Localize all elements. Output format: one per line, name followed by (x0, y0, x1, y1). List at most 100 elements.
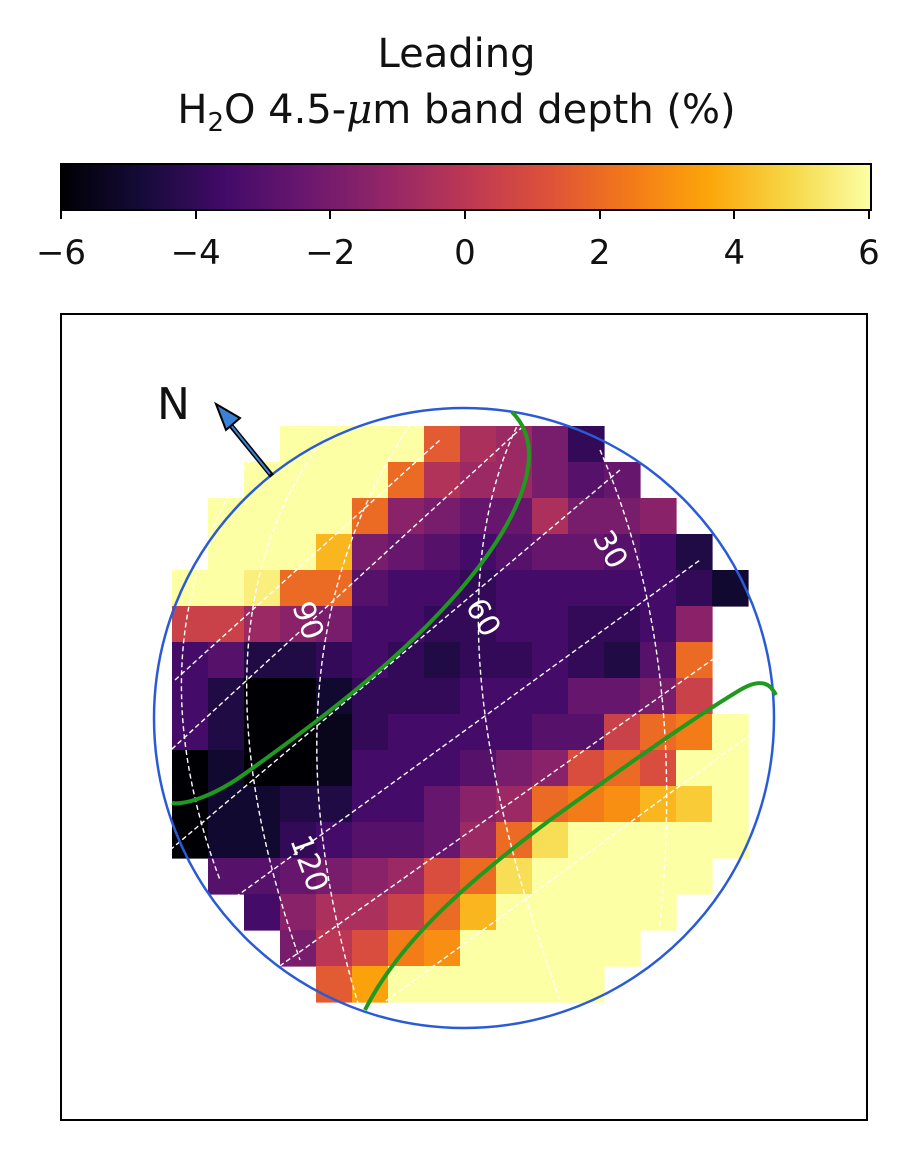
heatmap-cell (532, 606, 569, 643)
heatmap-cell (172, 750, 209, 787)
colorbar-tick (194, 209, 197, 219)
heatmap-cell (532, 786, 569, 823)
heatmap-cell (568, 714, 605, 751)
colorbar-tick-label: −6 (35, 233, 87, 273)
subtitle-rest-2: m band depth (%) (372, 87, 736, 133)
heatmap-cell (316, 966, 353, 1003)
heatmap-cell (352, 858, 389, 895)
heatmap-cell (496, 894, 533, 931)
heatmap-cell (532, 966, 569, 1003)
subtitle-rest-1: O 4.5- (223, 87, 347, 133)
heatmap-cell (352, 606, 389, 643)
colorbar-tick-label: 4 (723, 233, 746, 273)
heatmap-cell (316, 930, 353, 967)
chart-title: Leading (377, 31, 536, 77)
heatmap-cell (280, 642, 317, 679)
heatmap-cell (568, 534, 605, 571)
heatmap-cell (496, 966, 533, 1003)
heatmap-cell (712, 786, 749, 823)
heatmap-cell (496, 570, 533, 607)
heatmap-cell (388, 750, 425, 787)
grid-line (174, 439, 441, 681)
heatmap-cell (388, 894, 425, 931)
heatmap-cell (532, 858, 569, 895)
heatmap-cell (460, 750, 497, 787)
heatmap-cell (532, 570, 569, 607)
heatmap-cell (568, 642, 605, 679)
grid-line (169, 469, 621, 851)
heatmap-cell (352, 930, 389, 967)
heatmap-cell (244, 534, 281, 571)
heatmap-cell (496, 642, 533, 679)
heatmap-cell (676, 786, 713, 823)
heatmap-cell (460, 894, 497, 931)
heatmap-cell (172, 606, 209, 643)
heatmap-cell (388, 966, 425, 1003)
heatmap-cell (316, 498, 353, 535)
heatmap-cell (244, 642, 281, 679)
heatmap-cell (640, 822, 677, 859)
heatmap-cell (532, 534, 569, 571)
heatmap-cell (280, 570, 317, 607)
heatmap-cell (496, 930, 533, 967)
heatmap-cell (280, 786, 317, 823)
heatmap-cell (352, 678, 389, 715)
heatmap-cell (280, 534, 317, 571)
heatmap-cell (568, 570, 605, 607)
heatmap-cell (208, 678, 245, 715)
heatmap-cell (496, 498, 533, 535)
heatmap-cell (568, 426, 605, 463)
heatmap-cell (460, 426, 497, 463)
grid-line (316, 409, 421, 1011)
heatmap-cell (460, 462, 497, 499)
heatmap-cell (352, 786, 389, 823)
heatmap-cell (280, 498, 317, 535)
heatmap-cell (316, 570, 353, 607)
heatmap-cell (604, 534, 641, 571)
heatmap-cell (496, 606, 533, 643)
heatmap-cell (388, 786, 425, 823)
heatmap-cell (208, 858, 245, 895)
heatmap-cell (352, 750, 389, 787)
heatmap-cell (352, 534, 389, 571)
grid-line (189, 559, 701, 931)
map-frame (60, 313, 868, 1121)
heatmap-cell (676, 750, 713, 787)
heatmap-cell (280, 462, 317, 499)
heatmap-cell (496, 750, 533, 787)
heatmap-cell (712, 570, 749, 607)
colorbar-tick-label: 2 (588, 233, 611, 273)
colorbar-tick-label: 6 (858, 233, 880, 273)
grid-line (180, 459, 251, 881)
heatmap-cell (388, 570, 425, 607)
colorbar-tick (598, 209, 601, 219)
heatmap-cell (280, 606, 317, 643)
heatmap-cell (676, 570, 713, 607)
colorbar-tick-label: 0 (454, 233, 476, 273)
heatmap-cell (280, 678, 317, 715)
heatmap-cell (388, 426, 425, 463)
heatmap-cell (424, 426, 461, 463)
heatmap-cell (640, 894, 677, 931)
heatmap-cell (676, 534, 713, 571)
heatmap-cell (316, 822, 353, 859)
heatmap-cell (244, 894, 281, 931)
heatmap-cell (460, 822, 497, 859)
boundary-curve (171, 410, 531, 806)
heatmap-cell (172, 822, 209, 859)
heatmap-cell (496, 678, 533, 715)
heatmap-cell (208, 750, 245, 787)
heatmap-cell (208, 534, 245, 571)
heatmap-cell (424, 822, 461, 859)
heatmap-cell (208, 822, 245, 859)
subtitle-subscript: 2 (207, 108, 224, 138)
heatmap-cell (280, 750, 317, 787)
heatmap-cell (568, 498, 605, 535)
heatmap-cell (316, 462, 353, 499)
heatmap-cell (424, 930, 461, 967)
north-label: N (157, 379, 190, 430)
heatmap-cell (316, 786, 353, 823)
heatmap-cell (424, 966, 461, 1003)
heatmap-cell (568, 822, 605, 859)
heatmap-cell (244, 858, 281, 895)
